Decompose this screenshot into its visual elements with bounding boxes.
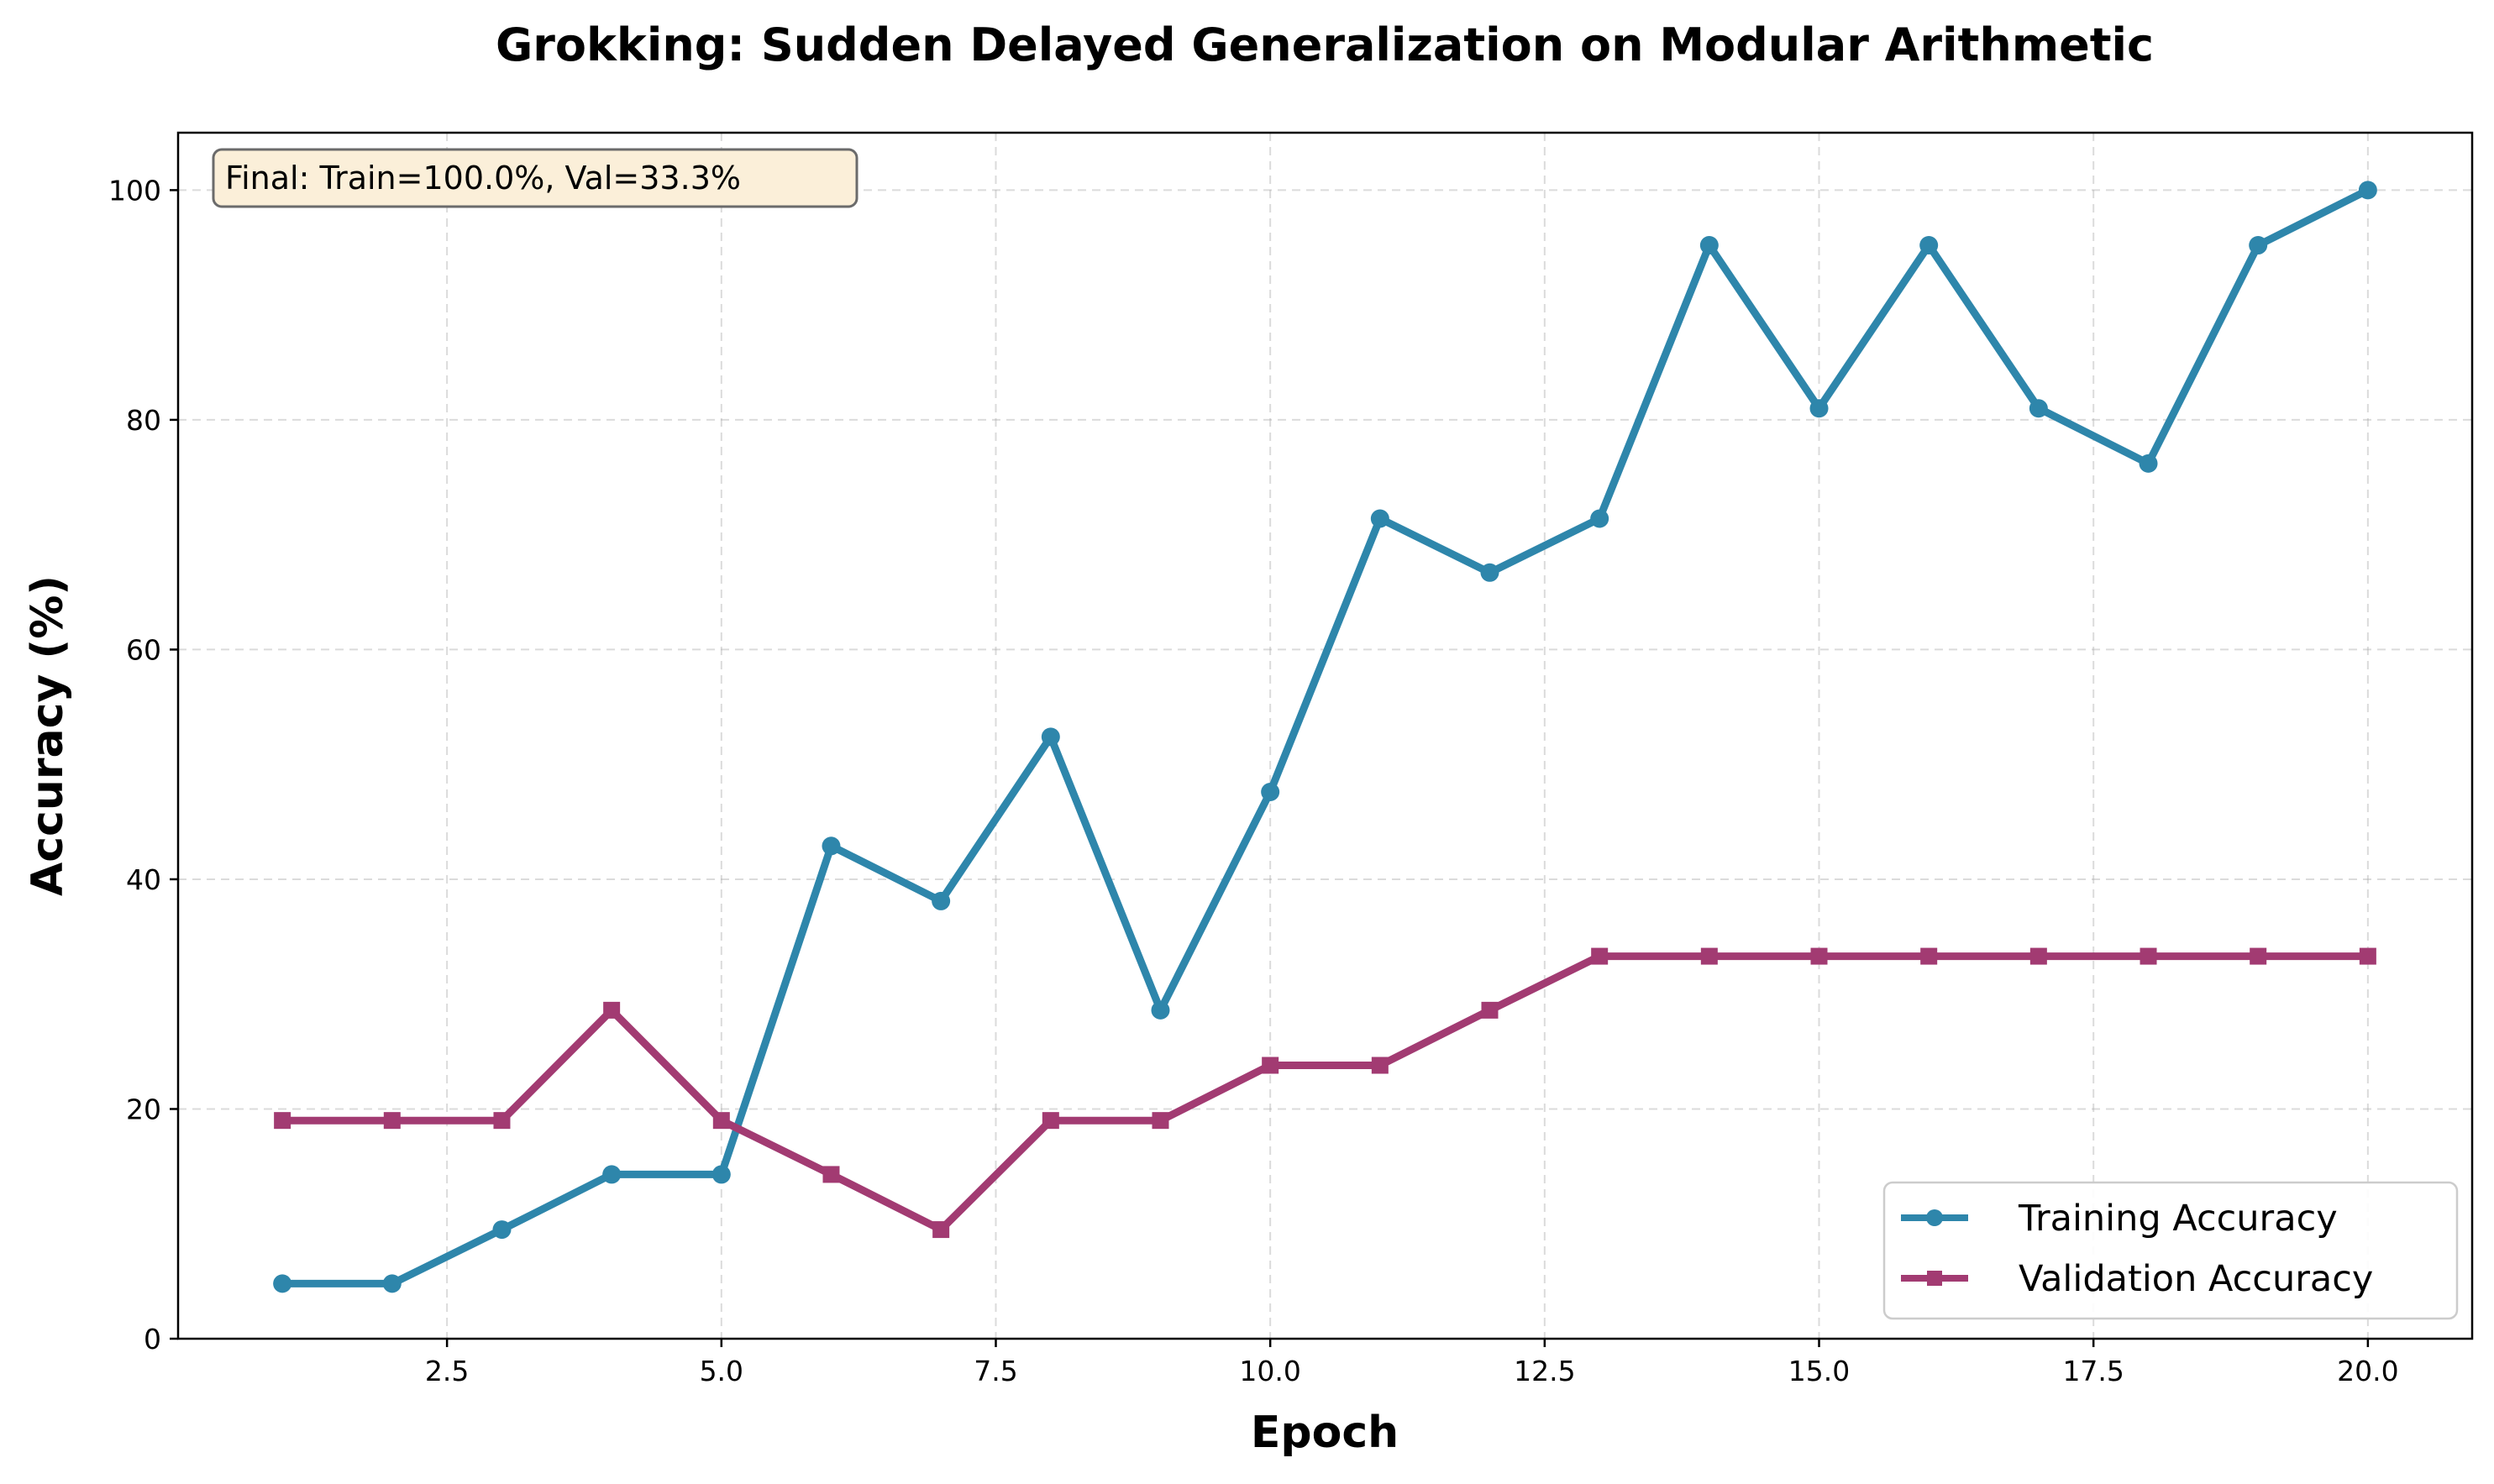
- series-validation: [274, 947, 2376, 1239]
- x-tick-label: 20.0: [2337, 1355, 2398, 1387]
- data-point-validation: [1700, 947, 1718, 965]
- data-point-validation: [2359, 947, 2376, 965]
- data-point-training: [382, 1274, 402, 1293]
- legend: Training Accuracy Validation Accuracy: [1882, 1181, 2459, 1320]
- data-point-validation: [1810, 947, 1828, 965]
- data-point-training: [273, 1274, 292, 1293]
- y-tick-label: 80: [126, 404, 161, 437]
- data-point-validation: [1591, 947, 1609, 965]
- annotation-box: Final: Train=100.0%, Val=33.3%: [212, 148, 858, 208]
- data-point-validation: [1152, 1112, 1169, 1130]
- data-point-validation: [1481, 1001, 1499, 1019]
- series-line-training: [278, 186, 2372, 1287]
- legend-marker-validation: [1927, 1271, 1942, 1286]
- y-tick-label: 0: [144, 1323, 161, 1356]
- series-training: [273, 181, 2377, 1293]
- legend-marker-training: [1926, 1209, 1943, 1226]
- y-tick-label: 40: [126, 863, 161, 896]
- data-point-training: [2139, 454, 2158, 473]
- legend-box: [1882, 1181, 2459, 1320]
- annotation-box-background: [212, 148, 858, 208]
- data-point-training: [1370, 509, 1389, 528]
- x-axis-label: Epoch: [1251, 1408, 1399, 1458]
- x-tick-label: 12.5: [1514, 1355, 1575, 1387]
- plot-frame: [176, 131, 2474, 1340]
- annotation-text: Final: Train=100.0%, Val=33.3%: [225, 160, 741, 197]
- data-point-training: [822, 836, 841, 856]
- x-tick-label: 5.0: [700, 1355, 743, 1387]
- x-tick-label: 2.5: [425, 1355, 469, 1387]
- data-point-validation: [1042, 1112, 1059, 1130]
- y-tick-label: 100: [108, 174, 161, 207]
- data-point-training: [1480, 563, 1499, 582]
- data-point-validation: [274, 1112, 291, 1130]
- data-point-validation: [712, 1112, 730, 1130]
- legend-label-validation: Validation Accuracy: [2019, 1258, 2373, 1300]
- y-tick-label: 20: [126, 1093, 161, 1125]
- data-point-training: [932, 891, 951, 910]
- data-point-validation: [822, 1166, 840, 1183]
- data-point-validation: [2029, 947, 2047, 965]
- x-tick-label: 17.5: [2062, 1355, 2124, 1387]
- data-point-validation: [383, 1112, 401, 1130]
- series-layer: [273, 181, 2377, 1293]
- data-point-training: [1919, 236, 1939, 255]
- data-point-training: [492, 1220, 512, 1240]
- axis-ticks: 2.5 5.0 7.5 10.0 12.5 15.0 17.5 20.0 0 20 40 60 80 10…: [108, 174, 2399, 1387]
- data-point-training: [1261, 783, 1280, 802]
- data-point-validation: [1371, 1057, 1389, 1074]
- y-axis-label: Accuracy (%): [23, 575, 73, 896]
- data-point-training: [1699, 236, 1719, 255]
- data-point-training: [1041, 727, 1060, 747]
- data-point-validation: [932, 1221, 950, 1239]
- data-point-training: [2249, 236, 2268, 255]
- data-point-validation: [2250, 947, 2267, 965]
- data-point-validation: [1920, 947, 1938, 965]
- x-tick-label: 7.5: [974, 1355, 1017, 1387]
- x-tick-label: 15.0: [1788, 1355, 1850, 1387]
- chart-title: Grokking: Sudden Delayed Generalization …: [496, 18, 2154, 71]
- legend-label-training: Training Accuracy: [2018, 1198, 2338, 1240]
- data-point-training: [602, 1165, 622, 1184]
- series-line-validation: [278, 952, 2372, 1234]
- data-point-training: [2358, 181, 2377, 200]
- data-point-validation: [493, 1112, 511, 1130]
- data-point-training: [2029, 399, 2048, 418]
- data-point-training: [1590, 509, 1609, 528]
- data-point-validation: [1262, 1057, 1279, 1074]
- data-point-validation: [2140, 947, 2157, 965]
- data-point-training: [1151, 1000, 1170, 1020]
- data-point-training: [1809, 399, 1829, 418]
- x-tick-label: 10.0: [1239, 1355, 1300, 1387]
- data-point-training: [711, 1165, 731, 1184]
- y-tick-label: 60: [126, 633, 161, 666]
- data-point-validation: [603, 1001, 621, 1019]
